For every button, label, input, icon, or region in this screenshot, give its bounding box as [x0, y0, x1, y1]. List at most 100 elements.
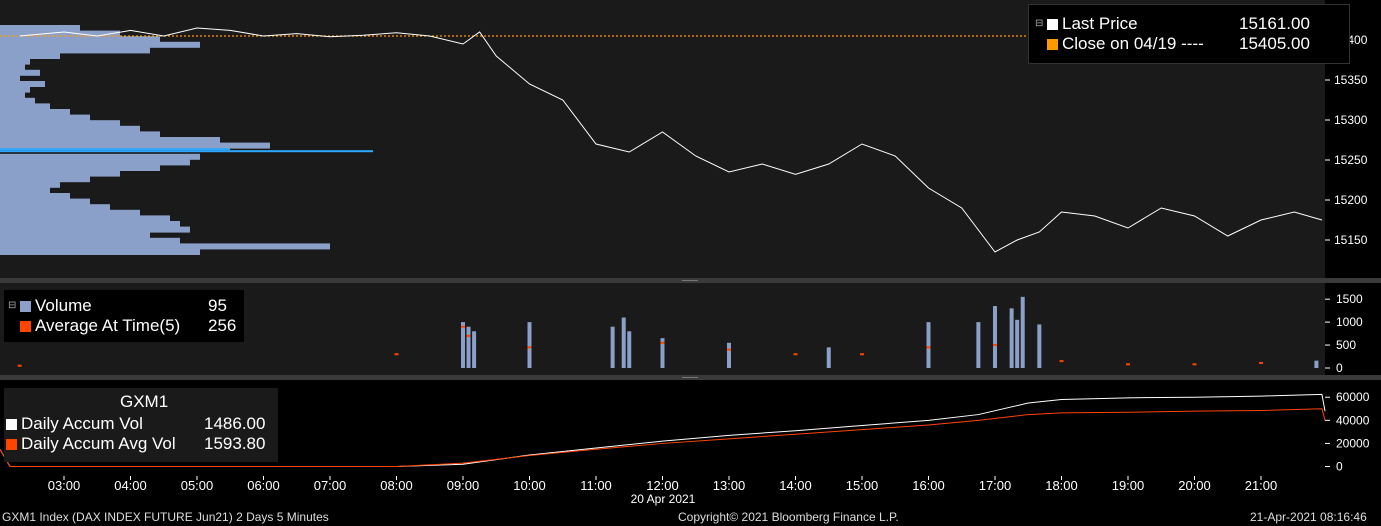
panel-divider-top[interactable]	[0, 278, 1381, 283]
volume-bar	[527, 322, 532, 368]
volume-bar	[993, 306, 997, 368]
footer-security: GXM1 Index (DAX INDEX FUTURE Jun21) 2 Da…	[2, 510, 329, 524]
volume-bar	[926, 322, 931, 368]
volume-bar	[660, 338, 665, 368]
y-tick-label: 15200	[1334, 193, 1368, 207]
legend-volume: Volume	[20, 296, 92, 316]
avg-volume-mark	[461, 325, 465, 328]
date-label: 20 Apr 2021	[630, 492, 696, 506]
volume-profile-bar	[0, 243, 330, 250]
volume-profile-bar	[0, 97, 35, 104]
accum-avg-swatch	[6, 439, 17, 450]
accum-legend: GXM1 Daily Accum Vol 1486.00 Daily Accum…	[4, 388, 278, 462]
close-swatch	[1047, 39, 1058, 50]
x-tick-label: 13:00	[712, 478, 746, 493]
volume-profile-bar	[0, 226, 190, 233]
accum-swatch	[6, 419, 17, 430]
x-tick-label: 08:00	[380, 478, 413, 493]
accum-legend-title: GXM1	[120, 392, 169, 411]
volume-profile-bar	[0, 204, 110, 211]
volume-profile-bar	[0, 249, 200, 255]
last-price-label: Last Price	[1062, 14, 1138, 33]
volume-bar	[472, 331, 477, 368]
volume-profile-bar	[0, 36, 160, 43]
volume-profile-bar	[0, 75, 20, 82]
volume-profile-peak-line	[0, 150, 373, 153]
volume-bar	[826, 347, 831, 368]
y-tick-label: 40000	[1336, 413, 1370, 427]
volume-axis	[1325, 283, 1381, 375]
legend-last-price: Last Price	[1047, 14, 1138, 34]
volume-profile-bar	[0, 176, 90, 183]
legend-accum-vol: Daily Accum Vol	[6, 414, 143, 434]
legend-collapse-icon[interactable]: ⊟	[1035, 18, 1044, 29]
avg-volume-mark	[394, 353, 399, 356]
volume-profile-bar	[0, 109, 70, 115]
x-tick-label: 16:00	[912, 478, 945, 493]
x-tick-label: 06:00	[247, 478, 280, 493]
volume-profile-bar	[0, 120, 120, 127]
volume-profile-bar	[0, 153, 200, 160]
y-tick-label: 15300	[1334, 113, 1368, 127]
avg-volume-mark	[860, 353, 864, 356]
footer-timestamp: 21-Apr-2021 08:16:46	[1250, 510, 1367, 524]
volume-profile-bar	[0, 209, 140, 216]
volume-bar	[461, 322, 465, 368]
x-tick-label: 14:00	[779, 478, 812, 493]
volume-profile-bar	[0, 237, 180, 244]
volume-bar	[1015, 319, 1020, 368]
volume-bar	[1020, 296, 1025, 368]
volume-profile-bar	[0, 53, 60, 59]
x-tick-label: 18:00	[1045, 478, 1078, 493]
volume-profile-bar	[0, 198, 90, 205]
volume-profile-bar	[0, 92, 25, 99]
avg-volume-mark	[727, 348, 731, 351]
accum-avg-vol-line	[0, 408, 1326, 468]
volume-profile-bar	[0, 181, 60, 188]
footer-copyright: Copyright© 2021 Bloomberg Finance L.P.	[678, 510, 899, 524]
volume-profile-bar	[0, 187, 50, 194]
x-tick-label: 07:00	[313, 478, 347, 493]
legend-collapse-icon[interactable]: ⊟	[8, 300, 17, 311]
avg-label: Average At Time(5)	[35, 316, 181, 335]
x-tick-label: 12:00	[646, 478, 679, 493]
avg-volume-mark	[466, 334, 471, 337]
x-tick-label: 03:00	[47, 478, 81, 493]
volume-profile-bar	[0, 114, 90, 121]
y-tick-label: 15350	[1334, 73, 1368, 87]
y-tick-label: 0	[1336, 460, 1343, 474]
x-tick-label: 21:00	[1244, 478, 1278, 493]
volume-bar	[621, 317, 626, 368]
last-price-swatch	[1047, 19, 1058, 30]
volume-profile-bar	[0, 81, 45, 87]
volume-label: Volume	[35, 296, 92, 315]
volume-profile-bar	[0, 165, 160, 171]
volume-bar	[627, 331, 632, 368]
volume-profile-bar	[0, 58, 30, 65]
accum-axis	[1325, 380, 1381, 476]
x-tick-label: 17:00	[978, 478, 1012, 493]
volume-profile-bar	[0, 30, 120, 37]
volume-legend: ⊟ Volume 95 Average At Time(5) 256	[4, 290, 244, 342]
legend-accum-avg-vol: Daily Accum Avg Vol	[6, 434, 176, 454]
price-line	[19, 27, 1323, 253]
avg-value: 256	[208, 316, 237, 335]
volume-profile-bar	[0, 215, 170, 222]
volume-swatch	[20, 301, 31, 312]
volume-profile-bar	[0, 41, 200, 48]
volume-bar	[1314, 360, 1319, 368]
volume-bar	[976, 322, 981, 368]
volume-bar	[1037, 324, 1042, 368]
volume-profile-bar	[0, 86, 30, 93]
x-tick-label: 09:00	[446, 478, 480, 493]
volume-value: 95	[208, 296, 227, 315]
volume-bar	[1009, 308, 1014, 368]
accum-avg-label: Daily Accum Avg Vol	[21, 434, 176, 453]
close-label: Close on 04/19 ----	[1062, 34, 1204, 53]
x-tick-label: 19:00	[1111, 478, 1145, 493]
accum-value: 1486.00	[204, 414, 266, 433]
avg-volume-mark	[1126, 363, 1130, 366]
panel-divider-bottom[interactable]	[0, 375, 1381, 380]
avg-volume-mark	[926, 346, 931, 349]
